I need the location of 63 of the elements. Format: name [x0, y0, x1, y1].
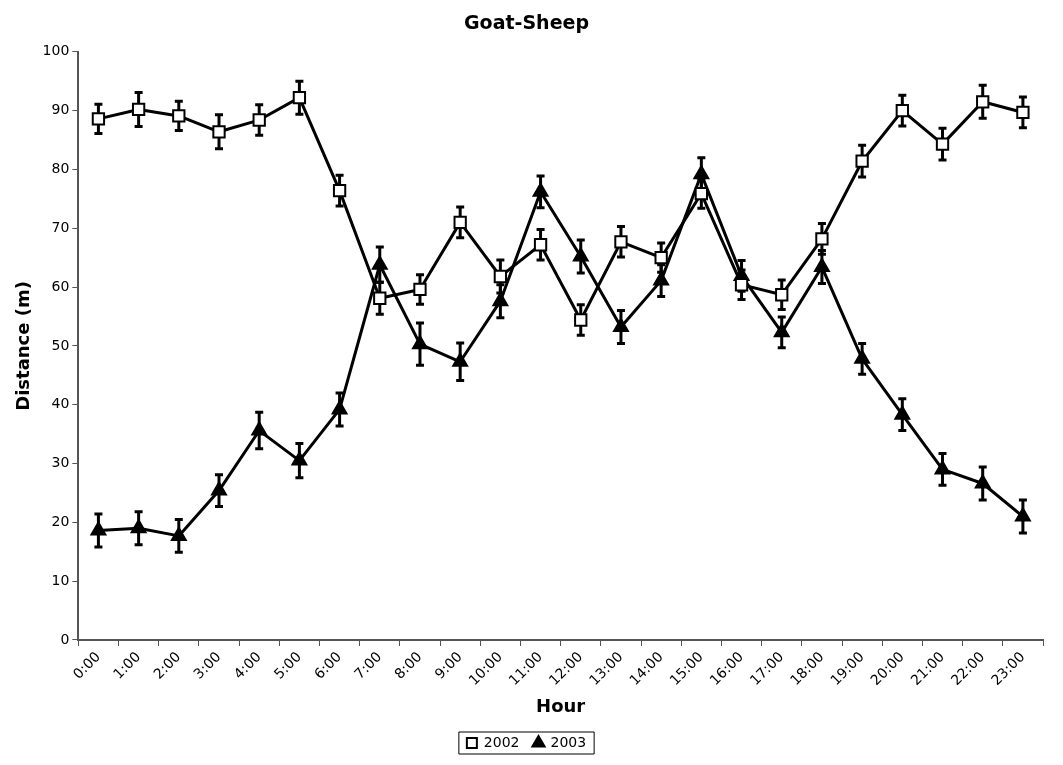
y-tick-label: 50 [51, 336, 70, 353]
point [935, 137, 950, 151]
y-tick-label: 20 [51, 512, 70, 529]
y-tick-label: 10 [51, 571, 70, 588]
point [693, 165, 710, 180]
point [814, 258, 830, 273]
point [775, 288, 789, 302]
point [453, 215, 467, 230]
point [1014, 507, 1031, 522]
point [413, 282, 427, 297]
point [90, 521, 107, 536]
point [895, 103, 909, 118]
point [855, 154, 869, 168]
point [373, 291, 387, 305]
point [613, 318, 629, 333]
point [252, 113, 266, 127]
point [371, 255, 388, 270]
legend-label: 2002 [483, 733, 520, 750]
legend-label: 2003 [550, 733, 587, 750]
point [894, 405, 911, 420]
point [614, 235, 628, 249]
point [131, 102, 146, 117]
y-tick-label: 70 [51, 218, 70, 235]
point [412, 335, 428, 350]
y-tick-label: 30 [51, 454, 70, 471]
point [452, 352, 469, 367]
point [332, 183, 347, 198]
y-tick-label: 90 [51, 101, 70, 118]
point [492, 292, 509, 307]
point [694, 186, 708, 201]
point [172, 109, 186, 123]
point [331, 400, 348, 415]
y-tick-label: 100 [42, 42, 70, 59]
y-tick-label: 80 [51, 160, 70, 177]
point [654, 251, 668, 265]
point [934, 460, 951, 475]
point [574, 313, 588, 327]
point [533, 238, 548, 252]
x-axis-title: Hour [536, 694, 586, 716]
y-tick-label: 60 [51, 277, 70, 294]
point [170, 526, 187, 541]
point [974, 474, 991, 489]
point [815, 232, 829, 246]
point [493, 269, 508, 284]
y-tick-label: 0 [60, 630, 70, 647]
point [734, 278, 749, 292]
point [91, 112, 106, 126]
point [773, 323, 790, 338]
point [212, 125, 226, 139]
point [532, 182, 549, 197]
y-axis-title: Distance (m) [12, 281, 34, 411]
chart-title: Goat-Sheep [463, 11, 590, 34]
point [572, 247, 589, 262]
point [251, 421, 268, 436]
y-tick-label: 40 [51, 395, 70, 412]
point [976, 95, 990, 109]
point [211, 481, 227, 496]
point [291, 451, 308, 466]
point [130, 519, 147, 534]
point [854, 349, 871, 364]
point [292, 91, 307, 105]
point [653, 271, 670, 286]
point [1016, 105, 1030, 120]
